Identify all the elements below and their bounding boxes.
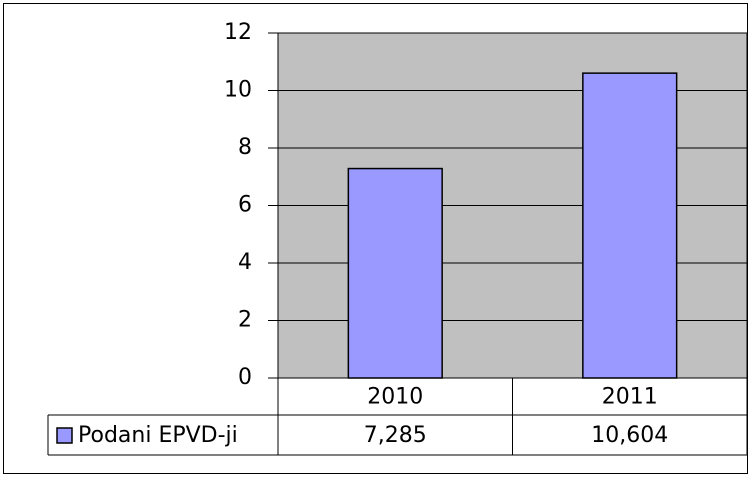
y-tick-label: 12 bbox=[224, 20, 252, 45]
y-tick-label: 8 bbox=[238, 135, 252, 160]
y-tick-label: 0 bbox=[238, 365, 252, 390]
y-tick-label: 6 bbox=[238, 193, 252, 218]
x-tick-label: 2011 bbox=[602, 385, 658, 410]
bar bbox=[347, 167, 443, 379]
y-tick-label: 10 bbox=[224, 78, 252, 103]
legend-swatch bbox=[56, 427, 73, 444]
y-tick-label: 2 bbox=[238, 308, 252, 333]
table-value: 10,604 bbox=[591, 423, 668, 448]
legend-label: Podani EPVD-ji bbox=[78, 423, 238, 448]
y-tick-label: 4 bbox=[238, 250, 252, 275]
bar bbox=[582, 72, 678, 379]
table-value: 7,285 bbox=[364, 423, 427, 448]
x-tick-label: 2010 bbox=[367, 385, 423, 410]
